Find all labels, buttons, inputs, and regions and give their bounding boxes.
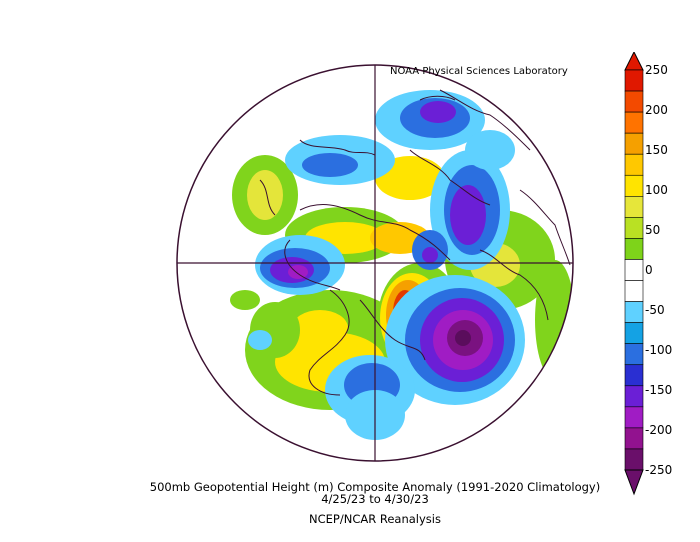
colorbar-min-arrow bbox=[624, 469, 644, 496]
colorbar-swatch bbox=[624, 69, 644, 92]
caption-title: 500mb Geopotential Height (m) Composite … bbox=[149, 480, 601, 494]
colorbar-swatch bbox=[624, 238, 644, 260]
colorbar-tick-label: -200 bbox=[645, 423, 673, 437]
colorbar-swatch bbox=[624, 217, 644, 239]
colorbar-tick-label: 250 bbox=[645, 63, 668, 77]
colorbar-swatch bbox=[624, 196, 644, 218]
colorbar-swatch bbox=[624, 385, 644, 408]
colorbar-swatch bbox=[624, 174, 644, 197]
coastlines bbox=[259, 89, 571, 396]
colorbar-swatch bbox=[624, 280, 644, 302]
colorbar-swatch bbox=[624, 427, 644, 450]
colorbar-tick-label: 100 bbox=[645, 183, 668, 197]
colorbar-swatch bbox=[624, 364, 644, 387]
map-boundary bbox=[176, 64, 574, 462]
colorbar-swatch bbox=[624, 90, 644, 113]
caption-dates: 4/25/23 to 4/30/23 bbox=[321, 492, 429, 506]
colorbar-tick-label: 50 bbox=[645, 223, 661, 237]
colorbar-tick-label: -100 bbox=[645, 343, 673, 357]
colorbar bbox=[624, 52, 644, 496]
colorbar-swatch bbox=[624, 259, 644, 281]
colorbar-swatch bbox=[624, 343, 644, 366]
colorbar-swatch bbox=[624, 406, 644, 429]
caption-source: NCEP/NCAR Reanalysis bbox=[309, 512, 441, 526]
anomaly-field bbox=[230, 90, 573, 440]
colorbar-tick-label: -150 bbox=[645, 383, 673, 397]
credit-label: NOAA Physical Sciences Laboratory bbox=[390, 66, 568, 77]
colorbar-swatch bbox=[624, 132, 644, 155]
colorbar-swatch bbox=[624, 153, 644, 176]
colorbar-tick-label: -250 bbox=[645, 463, 673, 477]
colorbar-tick-label: 200 bbox=[645, 103, 668, 117]
colorbar-tick-label: -50 bbox=[645, 303, 665, 317]
colorbar-swatch bbox=[624, 322, 644, 344]
colorbar-swatch bbox=[624, 301, 644, 323]
colorbar-swatch bbox=[624, 448, 644, 471]
colorbar-max-arrow bbox=[624, 52, 644, 71]
colorbar-tick-label: 150 bbox=[645, 143, 668, 157]
colorbar-tick-label: 0 bbox=[645, 263, 653, 277]
colorbar-swatch bbox=[624, 111, 644, 134]
graticule bbox=[177, 65, 573, 461]
